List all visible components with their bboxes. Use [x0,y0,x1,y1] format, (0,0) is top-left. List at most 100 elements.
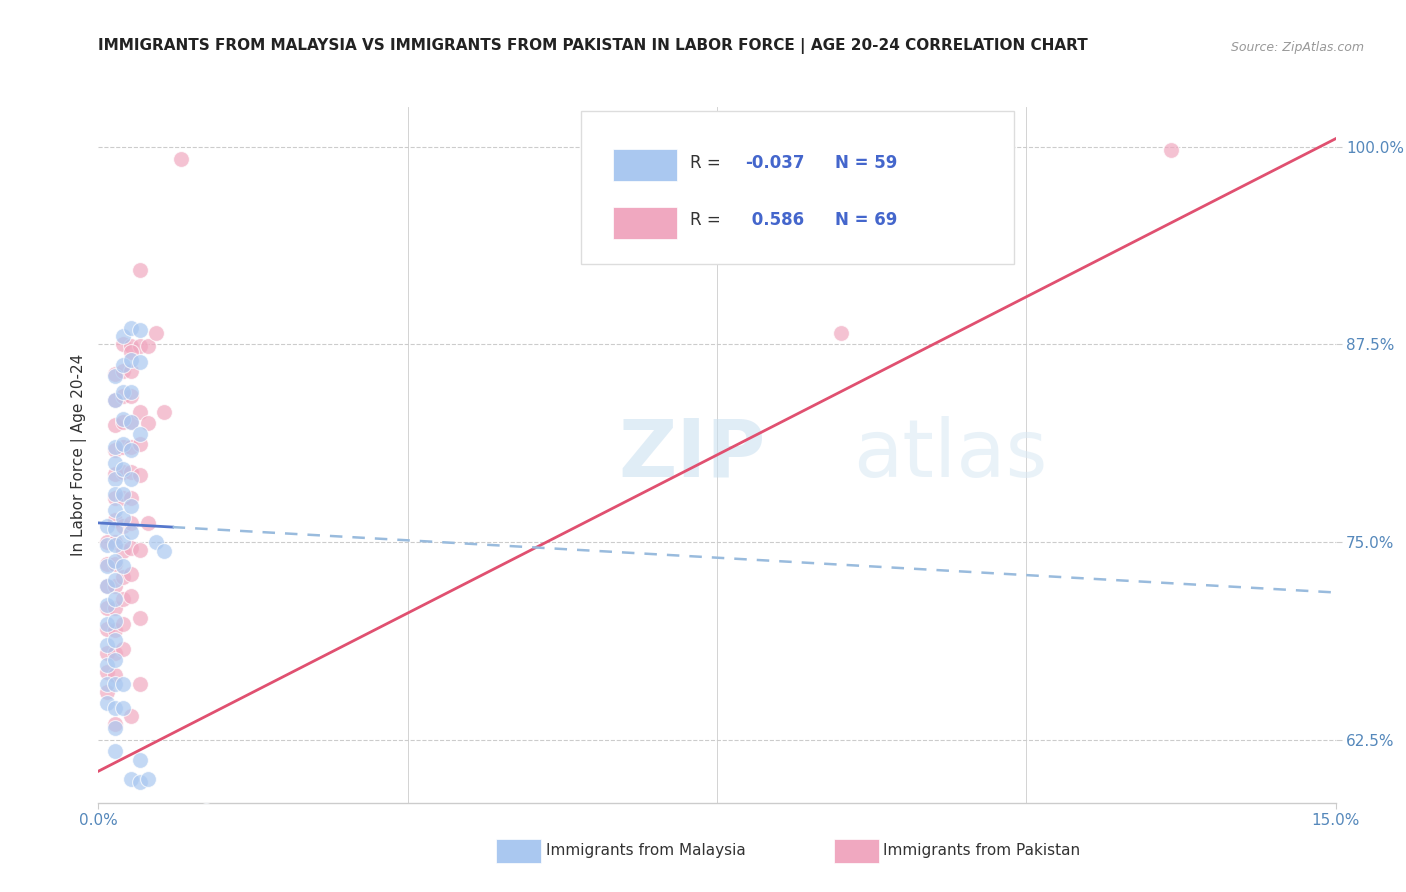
Point [104,677,127,691]
Text: R =: R = [690,211,725,229]
Point [112,491,135,505]
Point [120,516,142,530]
Point [194,804,217,818]
Point [120,339,142,353]
Point [128,677,150,691]
Point [96,617,118,632]
Text: -0.037: -0.037 [745,153,806,171]
Point [112,389,135,403]
Point [96,534,118,549]
Point [96,519,118,533]
Point [120,589,142,603]
Point [112,487,135,501]
FancyBboxPatch shape [581,111,1014,264]
Text: atlas: atlas [853,416,1047,494]
Point [104,743,127,757]
Point [104,456,127,470]
Point [120,364,142,378]
Text: Immigrants from Malaysia: Immigrants from Malaysia [546,844,745,858]
Point [104,392,127,407]
Point [112,411,135,425]
Text: ZIP: ZIP [619,416,765,494]
Point [145,534,167,549]
Text: N = 69: N = 69 [835,211,897,229]
Text: Immigrants from Pakistan: Immigrants from Pakistan [883,844,1080,858]
Point [104,554,127,568]
Point [120,772,142,786]
Point [104,491,127,505]
Point [104,503,127,517]
Point [120,525,142,540]
Point [104,573,127,587]
Point [112,329,135,343]
Point [104,513,127,527]
FancyBboxPatch shape [613,150,678,181]
Point [104,579,127,593]
Point [96,538,118,552]
Point [136,417,159,431]
Point [112,591,135,606]
Point [96,601,118,615]
Point [136,772,159,786]
Point [104,368,127,383]
Point [120,384,142,399]
Point [112,677,135,691]
Point [104,534,127,549]
Point [96,677,118,691]
Point [104,417,127,432]
Point [104,557,127,571]
Point [170,152,193,166]
Point [120,491,142,505]
Point [104,472,127,486]
Text: IMMIGRANTS FROM MALAYSIA VS IMMIGRANTS FROM PAKISTAN IN LABOR FORCE | AGE 20-24 : IMMIGRANTS FROM MALAYSIA VS IMMIGRANTS F… [98,37,1088,54]
Point [104,522,127,536]
Point [186,820,208,834]
Point [145,326,167,340]
Point [96,558,118,573]
Point [128,437,150,451]
Point [112,358,135,372]
Point [104,722,127,736]
Text: R =: R = [690,153,725,171]
Point [104,591,127,606]
Point [120,443,142,458]
Point [104,614,127,628]
Point [112,415,135,429]
Point [104,653,127,667]
Point [96,646,118,660]
Point [136,339,159,353]
Point [128,611,150,625]
Point [112,519,135,533]
Point [104,632,127,647]
Point [96,685,118,699]
Point [104,646,127,660]
Point [104,443,127,458]
Point [104,716,127,731]
Point [112,364,135,378]
Point [112,511,135,525]
Point [153,544,176,558]
Point [104,538,127,552]
Point [128,468,150,483]
Point [136,516,159,530]
Point [112,544,135,558]
Point [120,345,142,359]
Point [120,566,142,581]
Point [120,440,142,454]
Point [128,427,150,442]
Point [104,392,127,407]
Point [96,557,118,571]
Point [128,542,150,557]
Point [112,534,135,549]
Point [120,541,142,556]
Point [112,337,135,351]
Point [120,321,142,335]
Point [104,487,127,501]
Point [104,601,127,615]
Point [96,665,118,679]
Point [112,617,135,632]
Point [96,579,118,593]
Point [96,658,118,673]
Point [120,353,142,368]
Point [112,701,135,715]
